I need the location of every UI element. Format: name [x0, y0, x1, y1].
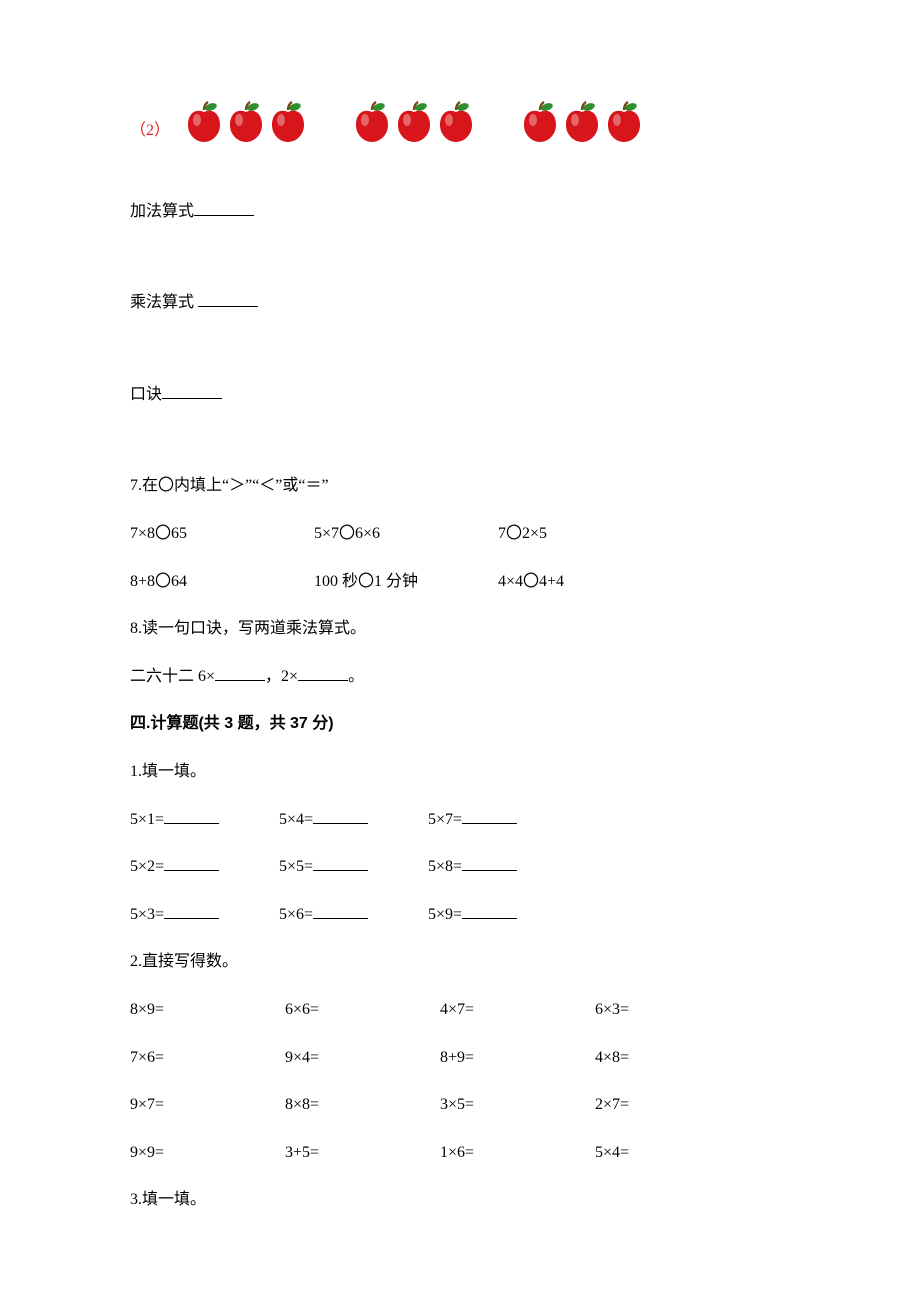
question-2-apples: （2）	[130, 100, 790, 161]
s4q2-rows: 8×9=6×6=4×7=6×3= 7×6=9×4=8+9= 4×8= 9×7=8×8…	[130, 989, 790, 1173]
apple-group	[352, 100, 476, 144]
fill-cell: 5×8=	[428, 846, 573, 888]
s4q1-row: 5×3= 5×6= 5×9=	[130, 894, 790, 936]
calc-cell: 9×7=	[130, 1084, 285, 1126]
answer-blank[interactable]	[164, 902, 219, 919]
s4q2-row: 9×7=8×8=3×5=2×7=	[130, 1084, 790, 1126]
q8-prefix: 二六十二 6×	[130, 668, 215, 685]
calc-cell: 6×3=	[595, 989, 750, 1031]
q7-r1c3: 7〇2×5	[498, 513, 678, 555]
addition-blank[interactable]	[194, 199, 254, 216]
apple-icon	[394, 100, 434, 144]
calc-cell: 9×4=	[285, 1037, 440, 1079]
q7-row1: 7×8〇65 5×7〇6×6 7〇2×5	[130, 513, 790, 555]
answer-blank[interactable]	[313, 902, 368, 919]
q7-r2c2: 100 秒〇1 分钟	[314, 561, 494, 603]
apple-group	[520, 100, 644, 144]
multiplication-label: 乘法算式	[130, 294, 194, 311]
expr: 5×3=	[130, 906, 164, 923]
s4q3-title: 3.填一填。	[130, 1179, 790, 1221]
expr: 5×5=	[279, 858, 313, 875]
apple-icon	[226, 100, 266, 144]
fill-cell: 5×7=	[428, 799, 573, 841]
q2-label: （2）	[130, 110, 170, 152]
q8-blank1[interactable]	[215, 664, 265, 681]
calc-cell: 9×9=	[130, 1132, 285, 1174]
calc-cell: 2×7=	[595, 1084, 750, 1126]
s4q2-row: 8×9=6×6=4×7=6×3=	[130, 989, 790, 1031]
s4q1-row: 5×2= 5×5= 5×8=	[130, 846, 790, 888]
fill-cell: 5×3=	[130, 894, 275, 936]
q7-r1c1: 7×8〇65	[130, 513, 310, 555]
calc-cell: 4×8=	[595, 1037, 750, 1079]
section-4-title: 四.计算题(共 3 题，共 37 分)	[130, 703, 790, 745]
calc-cell: 7×6=	[130, 1037, 285, 1079]
fill-cell: 5×6=	[279, 894, 424, 936]
q7-r2c1: 8+8〇64	[130, 561, 310, 603]
calc-cell: 4×7=	[440, 989, 595, 1031]
q7-r2c3: 4×4〇4+4	[498, 561, 678, 603]
expr: 5×9=	[428, 906, 462, 923]
calc-cell: 3+5=	[285, 1132, 440, 1174]
apple-icon	[562, 100, 602, 144]
s4q1-row: 5×1= 5×4= 5×7=	[130, 799, 790, 841]
koujue-label: 口诀	[130, 386, 162, 403]
s4q2-row: 7×6=9×4=8+9= 4×8=	[130, 1037, 790, 1079]
expr: 5×4=	[279, 811, 313, 828]
expr: 5×2=	[130, 858, 164, 875]
calc-cell: 6×6=	[285, 989, 440, 1031]
expr: 5×7=	[428, 811, 462, 828]
q7-title: 7.在〇内填上“＞”“＜”或“＝”	[130, 465, 790, 507]
answer-blank[interactable]	[313, 807, 368, 824]
answer-blank[interactable]	[313, 854, 368, 871]
calc-cell: 5×4=	[595, 1132, 750, 1174]
addition-label: 加法算式	[130, 203, 194, 220]
s4q1-title: 1.填一填。	[130, 751, 790, 793]
apple-icon	[604, 100, 644, 144]
calc-cell: 8×9=	[130, 989, 285, 1031]
worksheet-page: （2） 加法算式 乘法算式 口诀 7.在〇内填上“＞”“＜”或“＝” 7×8〇6…	[0, 0, 920, 1302]
s4q2-row: 9×9=3+5=1×6=5×4=	[130, 1132, 790, 1174]
fill-cell: 5×2=	[130, 846, 275, 888]
multiplication-blank[interactable]	[198, 290, 258, 307]
q8-line: 二六十二 6× ，2× 。	[130, 656, 790, 698]
answer-blank[interactable]	[462, 854, 517, 871]
apple-group	[184, 100, 308, 144]
addition-line: 加法算式	[130, 191, 790, 233]
calc-cell: 3×5=	[440, 1084, 595, 1126]
calc-cell: 8+9=	[440, 1037, 595, 1079]
apple-icon	[352, 100, 392, 144]
s4q1-rows: 5×1= 5×4= 5×7= 5×2= 5×5= 5×8= 5×3= 5×6= …	[130, 799, 790, 936]
apple-icon	[268, 100, 308, 144]
q8-blank2[interactable]	[298, 664, 348, 681]
koujue-blank[interactable]	[162, 382, 222, 399]
expr: 5×8=	[428, 858, 462, 875]
q8-title: 8.读一句口诀，写两道乘法算式。	[130, 608, 790, 650]
calc-cell: 1×6=	[440, 1132, 595, 1174]
expr: 5×6=	[279, 906, 313, 923]
apple-icon	[520, 100, 560, 144]
fill-cell: 5×1=	[130, 799, 275, 841]
apple-icon	[184, 100, 224, 144]
answer-blank[interactable]	[462, 902, 517, 919]
q8-mid: ，2×	[265, 668, 298, 685]
answer-blank[interactable]	[462, 807, 517, 824]
multiplication-line: 乘法算式	[130, 282, 790, 324]
fill-cell: 5×9=	[428, 894, 573, 936]
apple-groups	[184, 100, 644, 161]
q7-r1c2: 5×7〇6×6	[314, 513, 494, 555]
answer-blank[interactable]	[164, 854, 219, 871]
expr: 5×1=	[130, 811, 164, 828]
fill-cell: 5×4=	[279, 799, 424, 841]
q8-end: 。	[348, 668, 364, 685]
q7-row2: 8+8〇64 100 秒〇1 分钟 4×4〇4+4	[130, 561, 790, 603]
apple-icon	[436, 100, 476, 144]
answer-blank[interactable]	[164, 807, 219, 824]
calc-cell: 8×8=	[285, 1084, 440, 1126]
s4q2-title: 2.直接写得数。	[130, 941, 790, 983]
koujue-line: 口诀	[130, 374, 790, 416]
fill-cell: 5×5=	[279, 846, 424, 888]
